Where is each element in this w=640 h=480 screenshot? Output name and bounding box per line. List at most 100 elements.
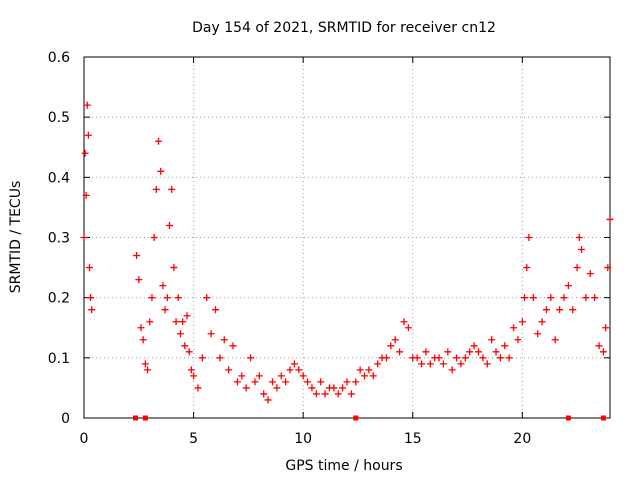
- data-point: [148, 294, 156, 302]
- data-point: [439, 360, 447, 368]
- data-point: [496, 354, 504, 362]
- data-point: [564, 282, 572, 290]
- data-point: [207, 330, 215, 338]
- data-point: [591, 294, 599, 302]
- data-point: [352, 378, 360, 386]
- y-tick-label: 0.1: [48, 351, 70, 367]
- data-point: [286, 366, 294, 374]
- x-tick-label: 15: [404, 431, 422, 447]
- y-axis-title: SRMTID / TECUs: [8, 181, 24, 294]
- data-point: [137, 324, 145, 332]
- data-point: [150, 234, 158, 241]
- data-point: [146, 318, 154, 326]
- data-point: [229, 342, 237, 350]
- data-point: [356, 366, 364, 374]
- data-point: [538, 318, 546, 326]
- data-point: [185, 348, 193, 356]
- data-point: [80, 234, 88, 241]
- data-point: [374, 360, 382, 368]
- data-point: [457, 360, 465, 368]
- data-point: [88, 306, 96, 314]
- data-point: [187, 366, 195, 374]
- data-point: [84, 131, 92, 139]
- data-point: [382, 354, 390, 362]
- data-point: [575, 234, 583, 241]
- data-point: [159, 282, 167, 290]
- data-point: [225, 366, 233, 374]
- data-point: [413, 354, 421, 362]
- data-point: [556, 306, 564, 314]
- data-point: [330, 384, 338, 392]
- data-point: [602, 324, 610, 332]
- data-point: [220, 336, 228, 344]
- data-point: [529, 294, 537, 302]
- data-point: [133, 252, 141, 260]
- data-point: [470, 342, 478, 350]
- data-point: [466, 348, 474, 356]
- data-point: [573, 264, 581, 272]
- data-point: [172, 318, 180, 326]
- data-points: [80, 101, 614, 421]
- data-point: [190, 372, 198, 380]
- data-point: [551, 336, 559, 344]
- data-point: [606, 215, 614, 223]
- data-point: [308, 384, 316, 392]
- data-point: [334, 390, 342, 398]
- data-point: [317, 378, 325, 386]
- data-point: [85, 264, 93, 272]
- data-point: [534, 330, 542, 338]
- data-point: [273, 384, 281, 392]
- data-point: [82, 191, 90, 199]
- data-point: [155, 137, 163, 145]
- data-point: [391, 336, 399, 344]
- data-point: [290, 360, 298, 368]
- data-point: [448, 366, 456, 374]
- data-point: [321, 390, 329, 398]
- data-point: [347, 390, 355, 398]
- data-point: [312, 390, 320, 398]
- data-point: [168, 185, 176, 193]
- data-point: [198, 354, 206, 362]
- y-tick-label: 0.3: [48, 231, 70, 247]
- data-point: [233, 378, 241, 386]
- data-point: [453, 354, 461, 362]
- data-point: [87, 294, 95, 302]
- x-tick-label: 0: [80, 431, 89, 447]
- data-point: [599, 348, 607, 356]
- data-point: [247, 354, 255, 362]
- data-point: [282, 378, 290, 386]
- data-point: [365, 366, 373, 374]
- data-point: [83, 101, 91, 109]
- y-tick-label: 0.6: [48, 50, 70, 66]
- zero-point: [600, 415, 606, 421]
- zero-point: [565, 415, 571, 421]
- x-tick-label: 10: [294, 431, 312, 447]
- data-point: [277, 372, 285, 380]
- data-point: [444, 348, 452, 356]
- data-point: [461, 354, 469, 362]
- data-point: [525, 234, 533, 241]
- data-point: [176, 330, 184, 338]
- data-point: [212, 306, 219, 314]
- data-point: [165, 221, 173, 229]
- data-point: [547, 294, 555, 302]
- data-point: [260, 390, 268, 398]
- data-point: [435, 354, 443, 362]
- axis-tick-labels: 0 0.1 0.2 0.3 0.4 0.5 0.6 0 5 10 15 20: [48, 50, 532, 447]
- data-point: [595, 342, 603, 350]
- data-point: [387, 342, 395, 350]
- data-point: [194, 384, 202, 392]
- data-point: [426, 360, 434, 368]
- data-point: [369, 372, 377, 380]
- x-axis-title: GPS time / hours: [285, 458, 402, 474]
- data-point: [144, 366, 152, 374]
- data-point: [479, 354, 487, 362]
- data-point: [170, 264, 178, 272]
- data-point: [152, 185, 160, 193]
- data-point: [582, 294, 590, 302]
- y-tick-label: 0.4: [48, 170, 70, 186]
- data-point: [179, 318, 187, 326]
- data-point: [361, 372, 369, 380]
- data-point: [400, 318, 408, 326]
- data-point: [542, 306, 550, 314]
